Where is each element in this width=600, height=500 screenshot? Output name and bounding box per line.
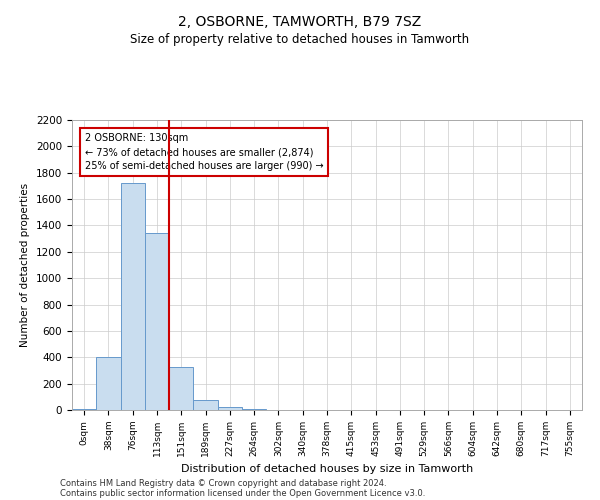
Text: Contains public sector information licensed under the Open Government Licence v3: Contains public sector information licen… bbox=[60, 488, 425, 498]
Y-axis label: Number of detached properties: Number of detached properties bbox=[20, 183, 31, 347]
Bar bbox=[145, 234, 169, 410]
Text: Contains HM Land Registry data © Crown copyright and database right 2024.: Contains HM Land Registry data © Crown c… bbox=[60, 478, 386, 488]
Bar bbox=[169, 366, 193, 410]
Text: 2 OSBORNE: 130sqm
← 73% of detached houses are smaller (2,874)
25% of semi-detac: 2 OSBORNE: 130sqm ← 73% of detached hous… bbox=[85, 133, 323, 171]
X-axis label: Distribution of detached houses by size in Tamworth: Distribution of detached houses by size … bbox=[181, 464, 473, 474]
Text: 2, OSBORNE, TAMWORTH, B79 7SZ: 2, OSBORNE, TAMWORTH, B79 7SZ bbox=[178, 15, 422, 29]
Text: Size of property relative to detached houses in Tamworth: Size of property relative to detached ho… bbox=[130, 32, 470, 46]
Bar bbox=[193, 400, 218, 410]
Bar bbox=[242, 408, 266, 410]
Bar bbox=[218, 406, 242, 410]
Bar bbox=[96, 358, 121, 410]
Bar bbox=[121, 184, 145, 410]
